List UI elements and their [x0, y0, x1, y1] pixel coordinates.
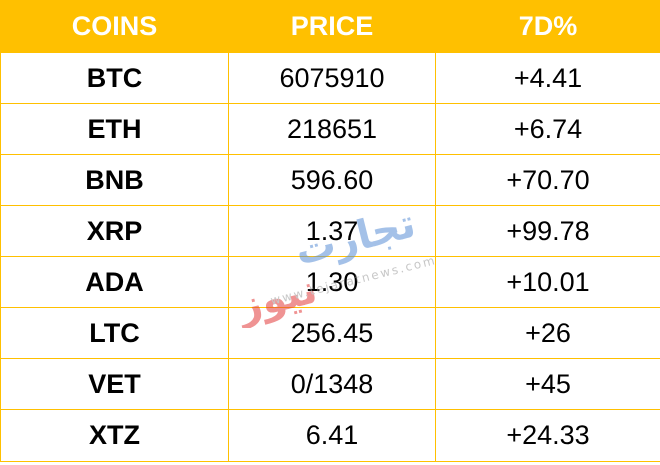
table-row: BTC 6075910 +4.41 — [0, 52, 660, 104]
table-row: XTZ 6.41 +24.33 — [0, 409, 660, 462]
coin-price: 218651 — [228, 103, 436, 155]
coin-symbol: BTC — [0, 52, 229, 104]
table-header-row: COINS PRICE 7D% — [0, 0, 660, 53]
header-price: PRICE — [228, 0, 436, 53]
header-coins: COINS — [0, 0, 229, 53]
coin-symbol: ETH — [0, 103, 229, 155]
table-row: LTC 256.45 +26 — [0, 307, 660, 359]
coin-symbol: VET — [0, 358, 229, 410]
coin-symbol: ADA — [0, 256, 229, 308]
coin-7d-change: +6.74 — [435, 103, 660, 155]
coin-price: 1.37 — [228, 205, 436, 257]
table-row: ETH 218651 +6.74 — [0, 103, 660, 155]
coin-price: 596.60 — [228, 154, 436, 206]
coin-price: 256.45 — [228, 307, 436, 359]
coin-symbol: XTZ — [0, 409, 229, 462]
coin-7d-change: +45 — [435, 358, 660, 410]
coin-price: 6.41 — [228, 409, 436, 462]
coin-7d-change: +26 — [435, 307, 660, 359]
header-7d-change: 7D% — [435, 0, 660, 53]
coin-price: 6075910 — [228, 52, 436, 104]
coin-symbol: LTC — [0, 307, 229, 359]
coin-7d-change: +99.78 — [435, 205, 660, 257]
coin-7d-change: +70.70 — [435, 154, 660, 206]
coin-price: 1.30 — [228, 256, 436, 308]
coin-7d-change: +10.01 — [435, 256, 660, 308]
coin-7d-change: +24.33 — [435, 409, 660, 462]
table-row: VET 0/1348 +45 — [0, 358, 660, 410]
coin-7d-change: +4.41 — [435, 52, 660, 104]
coin-symbol: BNB — [0, 154, 229, 206]
coin-symbol: XRP — [0, 205, 229, 257]
table-row: ADA 1.30 +10.01 — [0, 256, 660, 308]
coin-price: 0/1348 — [228, 358, 436, 410]
table-row: XRP 1.37 +99.78 — [0, 205, 660, 257]
table-row: BNB 596.60 +70.70 — [0, 154, 660, 206]
